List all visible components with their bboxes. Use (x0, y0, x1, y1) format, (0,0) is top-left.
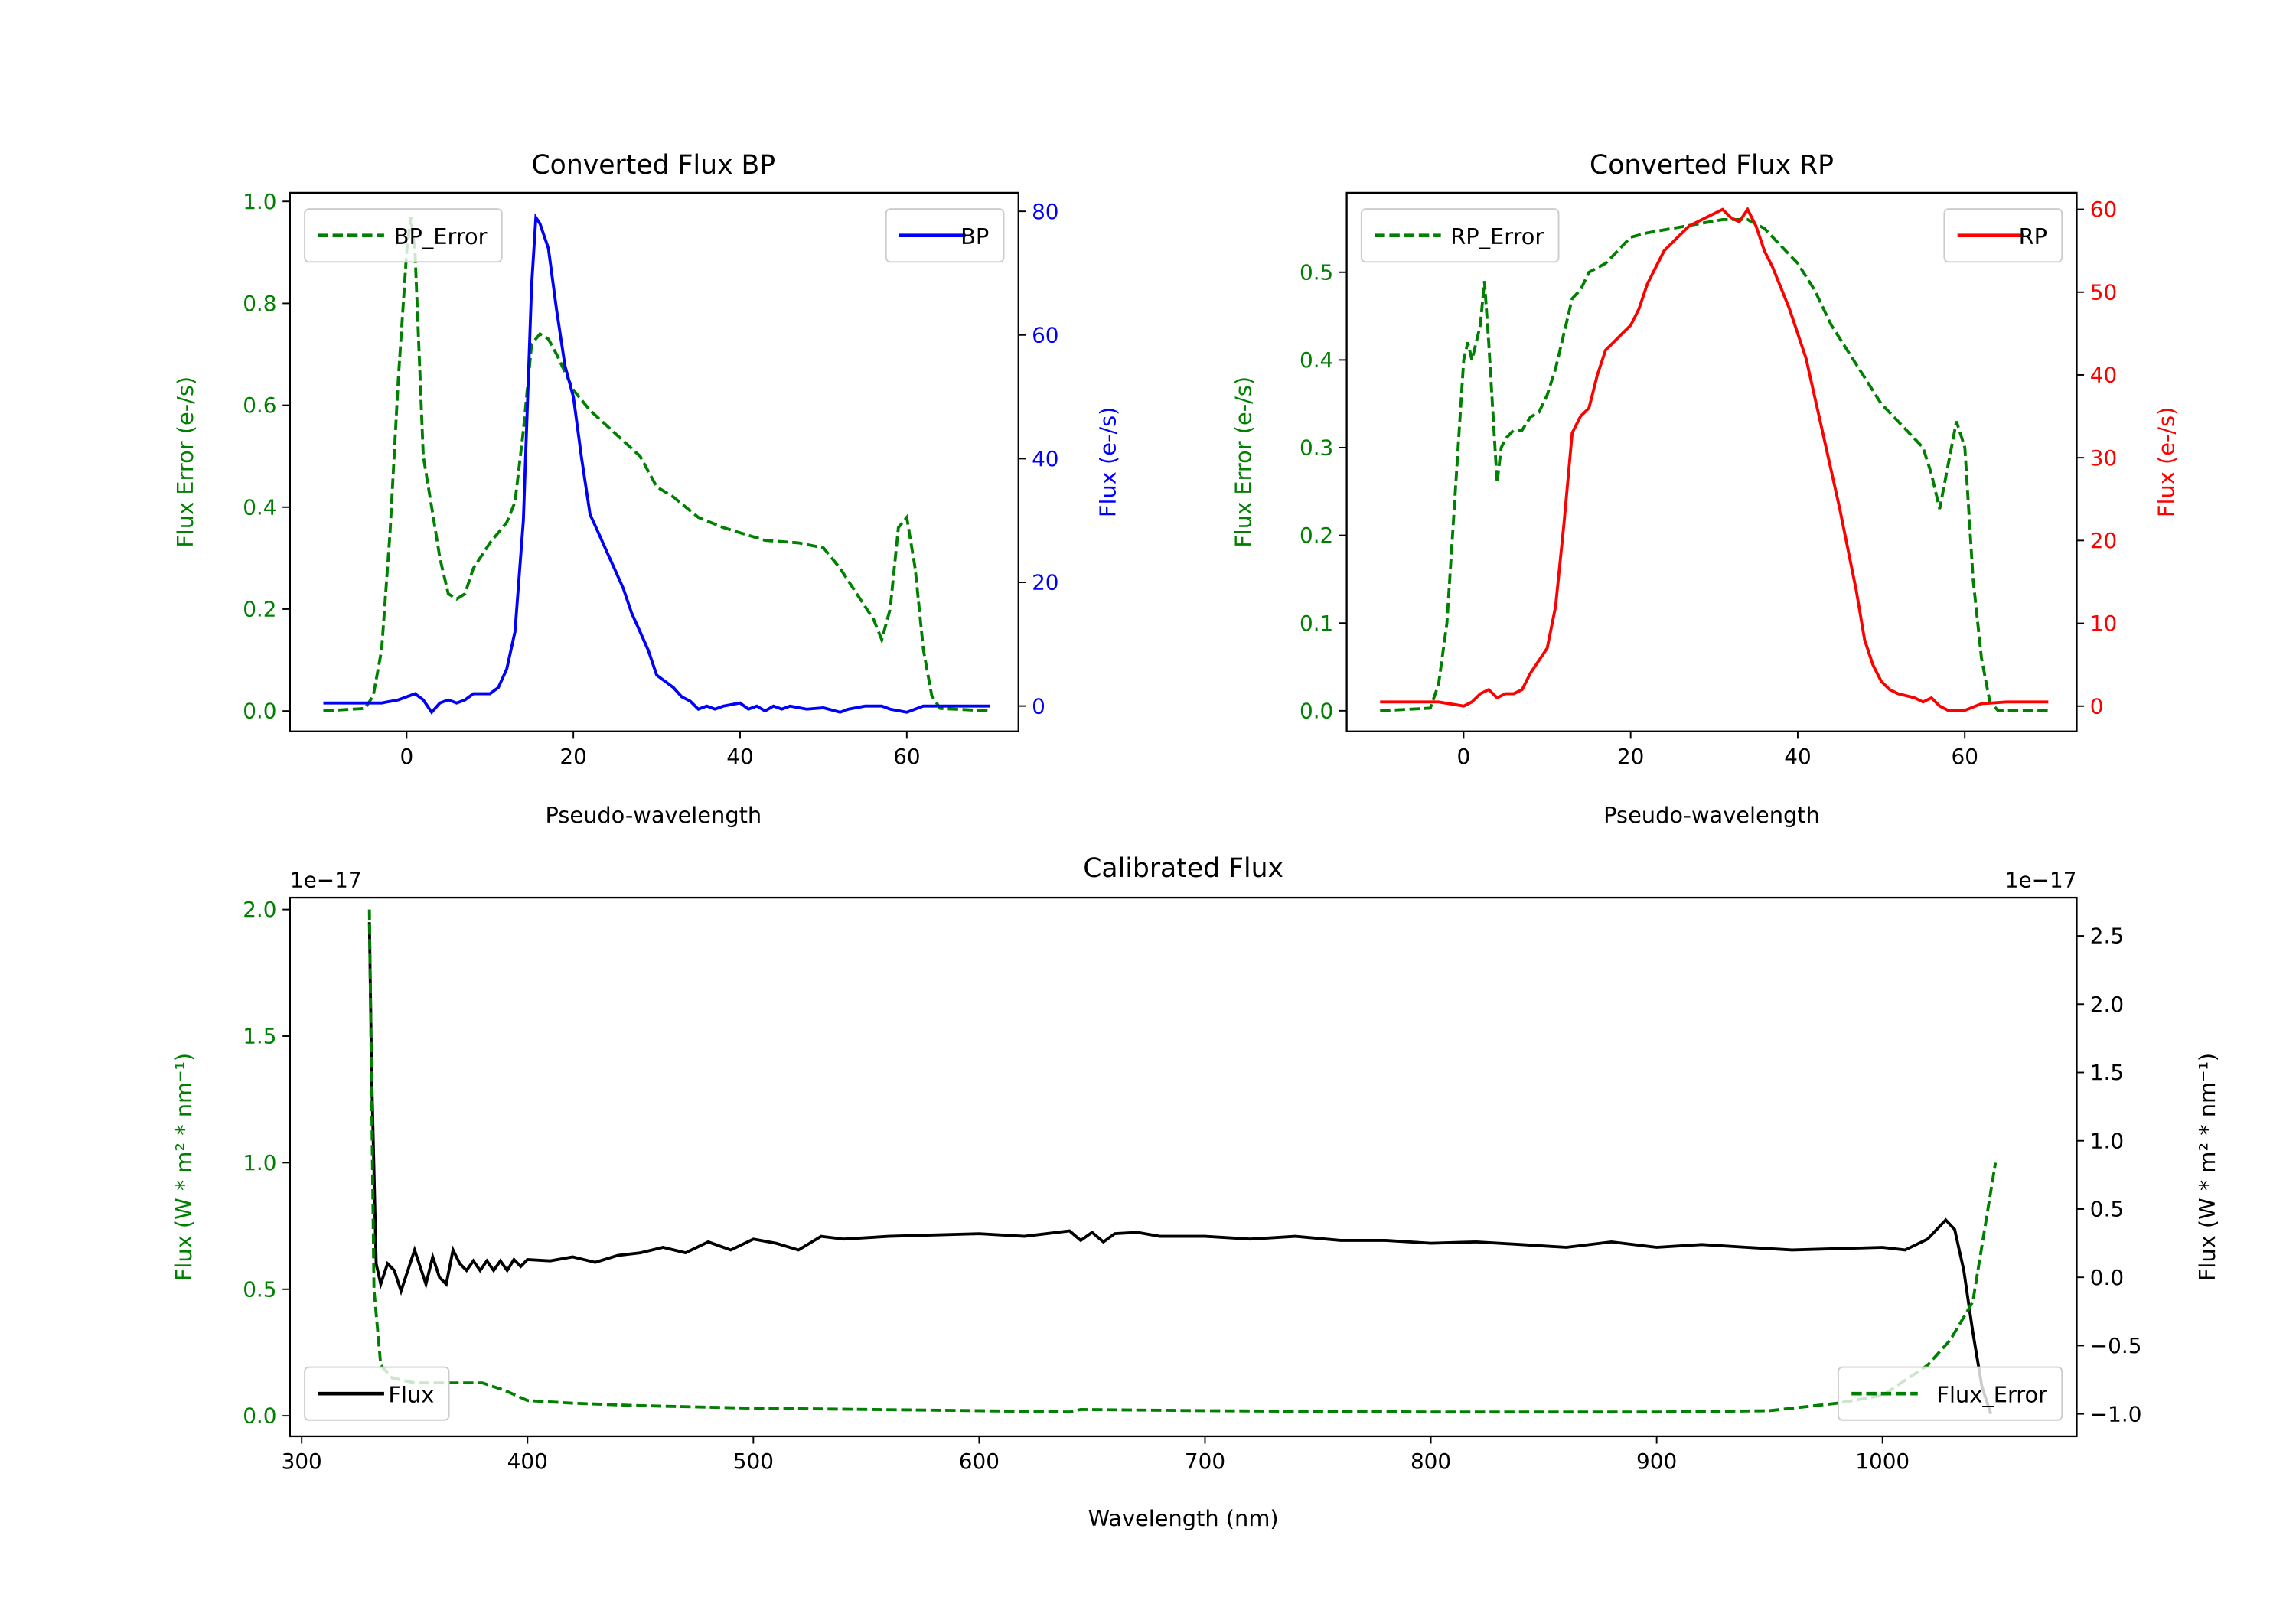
plot-frame (289, 896, 2078, 1438)
y-tick-label-right: 20 (2090, 528, 2117, 553)
y-tick-label-right: 60 (2090, 197, 2117, 222)
legend-flux: Flux (304, 1366, 450, 1421)
y-tick-label-left: 0.5 (1300, 259, 1333, 285)
y-tick-label-left: 2.0 (243, 897, 276, 922)
y-tick-label-right: 50 (2090, 279, 2117, 305)
y-tick-label-right: 40 (2090, 363, 2117, 388)
x-axis-label: Pseudo-wavelength (545, 802, 762, 828)
legend-rp: RP (1943, 208, 2063, 263)
legend-bp: BP (885, 208, 1005, 263)
x-tick-label: 40 (726, 744, 753, 769)
legend-label: BP (960, 223, 989, 249)
x-tick-label: 300 (282, 1449, 322, 1474)
y-axis-label-left: Flux (W * m² * nm⁻¹) (171, 1053, 197, 1281)
x-tick-label: 60 (1951, 744, 1978, 769)
series-line-bp (323, 213, 990, 715)
y-tick-label-right: 80 (1032, 199, 1058, 224)
y-tick-label-left: 0.4 (1300, 347, 1333, 373)
y-tick-label-left: 0.5 (243, 1276, 276, 1302)
y-tick-label-right: 1.0 (2090, 1128, 2124, 1153)
x-axis-label: Pseudo-wavelength (1603, 802, 1820, 828)
y-tick-label-left: 0.2 (1300, 523, 1333, 548)
y-tick-label-left: 1.5 (243, 1024, 276, 1049)
legend-box (1837, 1366, 2063, 1421)
x-tick-label: 900 (1636, 1449, 1677, 1474)
legend-flux-error: Flux_Error (1837, 1366, 2063, 1421)
y-tick-label-left: 0.0 (243, 1403, 276, 1429)
y-tick-label-right: 0.0 (2090, 1265, 2124, 1290)
y-axis-label-right: Flux (e-/s) (1095, 407, 1121, 517)
series-line-flux (367, 922, 1993, 1415)
y-axis-label-right: Flux (W * m² * nm⁻¹) (2194, 1053, 2220, 1281)
y-tick-label-right: −1.0 (2090, 1401, 2142, 1426)
chart-title: Converted Flux BP (532, 150, 776, 181)
y-tick-label-right: 0 (1032, 693, 1045, 719)
series-line-bp-error (323, 217, 990, 712)
plot-frame (289, 191, 1019, 732)
x-tick-label: 700 (1185, 1449, 1225, 1474)
x-tick-label: 0 (1457, 744, 1471, 769)
legend-rp-error: RP_Error (1360, 208, 1560, 263)
y-tick-label-right: 60 (1032, 322, 1058, 347)
x-axis-label: Wavelength (nm) (1088, 1505, 1279, 1531)
chart-title: Converted Flux RP (1590, 150, 1834, 181)
y-tick-label-right: 2.5 (2090, 924, 2124, 949)
y-tick-label-right: 2.0 (2090, 992, 2124, 1017)
y-axis-label-left: Flux Error (e-/s) (1231, 376, 1257, 548)
y-tick-label-left: 0.6 (243, 393, 276, 418)
y-tick-label-left: 0.4 (243, 494, 276, 520)
legend-label: RP (2019, 223, 2047, 249)
x-tick-label: 800 (1411, 1449, 1451, 1474)
offset-label-left: 1e−17 (290, 868, 362, 893)
plot-frame (1345, 191, 2078, 732)
y-tick-label-right: 30 (2090, 445, 2117, 471)
legend-label: Flux (388, 1382, 434, 1408)
series-line-rp-error (1380, 218, 2049, 712)
legend-label: BP_Error (394, 223, 488, 249)
y-axis-label-left: Flux Error (e-/s) (172, 376, 198, 548)
series-line-flux-error (367, 909, 1998, 1414)
x-tick-label: 60 (893, 744, 920, 769)
panel-converted-flux-bp: Converted Flux BP Pseudo-wavelength Flux… (172, 150, 1121, 828)
y-tick-label-left: 1.0 (243, 189, 276, 214)
y-tick-label-right: 10 (2090, 611, 2117, 636)
x-tick-label: 1000 (1855, 1449, 1910, 1474)
panel-calibrated-flux: Calibrated Flux Wavelength (nm) Flux (W … (171, 853, 2220, 1531)
offset-label-right: 1e−17 (2005, 868, 2077, 893)
x-tick-label: 600 (959, 1449, 1000, 1474)
y-tick-label-right: 20 (1032, 570, 1058, 595)
x-tick-label: 40 (1784, 744, 1811, 769)
chart-title: Calibrated Flux (1083, 853, 1283, 884)
legend-bp-error: BP_Error (304, 208, 503, 263)
x-tick-label: 500 (733, 1449, 774, 1474)
y-tick-label-right: 40 (1032, 446, 1058, 471)
legend-label: RP_Error (1450, 223, 1544, 249)
y-tick-label-left: 0.3 (1300, 435, 1333, 461)
y-tick-label-right: 1.5 (2090, 1060, 2124, 1085)
y-tick-label-right: 0.5 (2090, 1197, 2124, 1222)
legend-box (304, 208, 503, 263)
y-tick-label-left: 0.8 (243, 291, 276, 316)
y-tick-label-left: 0.0 (243, 699, 276, 724)
y-tick-label-left: 0.2 (243, 597, 276, 622)
y-tick-label-left: 1.0 (243, 1150, 276, 1175)
x-tick-label: 0 (400, 744, 413, 769)
y-tick-label-left: 0.1 (1300, 611, 1333, 636)
series-line-rp (1380, 206, 2049, 712)
x-tick-label: 20 (1617, 744, 1644, 769)
y-axis-label-right: Flux (e-/s) (2153, 407, 2179, 517)
legend-box (1360, 208, 1560, 263)
panel-converted-flux-rp: Converted Flux RP Pseudo-wavelength Flux… (1231, 150, 2180, 828)
y-tick-label-right: 0 (2090, 693, 2104, 719)
y-tick-label-left: 0.0 (1300, 698, 1333, 723)
legend-label: Flux_Error (1936, 1382, 2047, 1408)
y-tick-label-right: −0.5 (2090, 1333, 2142, 1358)
x-tick-label: 400 (507, 1449, 548, 1474)
x-tick-label: 20 (559, 744, 586, 769)
